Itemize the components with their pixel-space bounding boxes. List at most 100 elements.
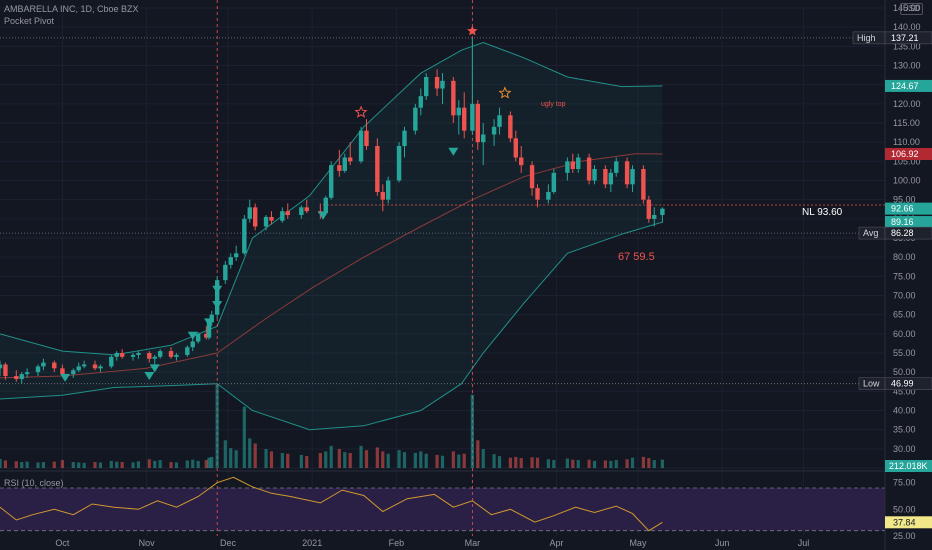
candle — [136, 351, 141, 359]
currency-badge[interactable]: USD — [900, 3, 923, 15]
candle-body — [114, 353, 119, 357]
volume-bar — [147, 459, 151, 468]
volume-bar — [592, 460, 597, 468]
candle-body — [641, 169, 646, 200]
indicator-name: Pocket Pivot — [4, 16, 55, 26]
candle — [586, 153, 592, 185]
candle-body — [386, 180, 391, 200]
candle — [228, 253, 233, 269]
date-tick-label: Mar — [465, 538, 481, 548]
price-tag-box — [885, 147, 932, 160]
candle — [481, 123, 486, 166]
price-tag-box — [884, 31, 932, 45]
candle — [263, 215, 269, 231]
candle — [328, 161, 334, 200]
candle — [147, 351, 152, 363]
candle-body — [109, 356, 114, 367]
volume-bar — [120, 462, 124, 468]
candle — [337, 149, 342, 177]
candle-body — [233, 253, 239, 258]
candle-body — [586, 157, 592, 181]
bollinger-upper-line — [0, 41, 663, 356]
candle — [41, 358, 46, 371]
candle — [195, 331, 201, 344]
price-tick-label: 135.00 — [893, 41, 921, 51]
volume-bar — [25, 461, 29, 468]
volume-bar — [492, 454, 496, 468]
candle — [470, 37, 475, 135]
price-tick-label: 60.00 — [893, 329, 916, 339]
candle — [174, 353, 179, 361]
candle-body — [304, 207, 309, 212]
candle — [71, 368, 76, 378]
price-tag-value: 137.21 — [891, 33, 919, 43]
candle-body — [413, 107, 418, 131]
bollinger-fill — [0, 42, 663, 430]
candle-body — [0, 364, 3, 369]
volume-bar — [253, 443, 257, 468]
pivot-annotation: 67 59.5 — [618, 251, 655, 263]
candle-body — [130, 354, 136, 357]
rsi-band — [0, 488, 885, 531]
candle-body — [603, 169, 608, 185]
candle-body — [214, 280, 220, 315]
candle — [247, 199, 252, 223]
price-tag: 106.92 — [885, 147, 932, 160]
volume-bar — [207, 457, 211, 468]
volume-bar — [413, 452, 417, 468]
volume-bar — [98, 462, 103, 468]
candle-body — [646, 199, 652, 219]
volume-bar — [571, 459, 575, 468]
bollinger-lower-line — [0, 221, 663, 431]
candle — [119, 349, 125, 359]
candle — [347, 142, 353, 166]
volume-bar — [660, 459, 664, 468]
price-tick-label: 115.00 — [893, 118, 920, 128]
pocket-pivot-marker — [204, 318, 215, 327]
candle — [24, 368, 30, 378]
candle-body — [519, 157, 524, 166]
neckline-annotation: NL 93.60 — [802, 207, 843, 218]
candle-body — [185, 347, 190, 355]
candle — [413, 103, 418, 135]
price-tag-label: Low — [863, 379, 880, 389]
volume-bar — [223, 440, 227, 468]
candle — [35, 364, 41, 376]
volume-bar — [280, 452, 284, 468]
volume-bar — [641, 456, 645, 468]
price-tick-label: 30.00 — [893, 444, 916, 454]
candle-body — [337, 165, 342, 171]
candle-body — [614, 161, 619, 173]
candle — [630, 165, 635, 192]
volume-bar — [185, 460, 189, 468]
rsi-tag-value: 37.84 — [893, 517, 916, 527]
candle-body — [513, 138, 518, 158]
candle-body — [136, 353, 141, 355]
candle-body — [269, 216, 274, 221]
candle — [565, 157, 570, 181]
candle-body — [152, 356, 157, 359]
volume-bar — [196, 460, 200, 468]
price-tick-label: 50.00 — [893, 367, 916, 377]
price-tag-box — [885, 216, 932, 229]
volume-bar — [609, 460, 613, 468]
candle-body — [41, 362, 46, 367]
volume-bar — [343, 452, 347, 468]
candle — [185, 345, 190, 357]
candle-body — [347, 157, 353, 162]
candle-body — [551, 172, 557, 192]
price-tick-label: 65.00 — [893, 310, 916, 320]
candle — [386, 176, 391, 204]
volume-tag-value: 212.018K — [889, 461, 928, 471]
price-tag: 124.67 — [885, 79, 932, 92]
candle — [190, 337, 195, 352]
volume-bar — [318, 452, 322, 468]
volume-bar — [630, 457, 635, 468]
volume-bar — [565, 458, 569, 468]
candle-body — [570, 161, 576, 169]
candle — [252, 203, 258, 231]
price-tick-label: 105.00 — [893, 156, 921, 166]
candle-body — [280, 211, 285, 221]
price-tick-label: 75.00 — [893, 271, 916, 281]
